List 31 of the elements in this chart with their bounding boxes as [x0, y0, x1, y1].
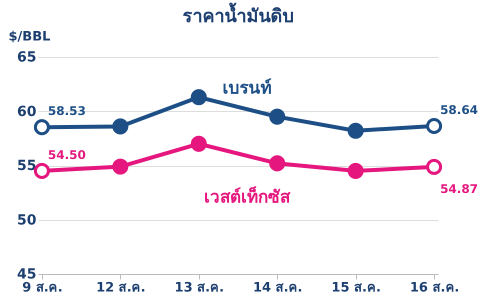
point — [190, 136, 207, 152]
point — [190, 89, 207, 106]
x-tick-label: 13 ส.ค. — [174, 280, 224, 296]
x-tick-label: 16 ส.ค. — [410, 280, 460, 296]
chart-title: ราคาน้ำมันดิบ — [182, 2, 294, 27]
x-tick-label: 12 ส.ค. — [96, 280, 146, 296]
y-tick-label: 65 — [17, 50, 36, 66]
point — [112, 158, 128, 175]
y-tick-label: 45 — [17, 266, 36, 282]
point — [34, 119, 50, 136]
data-label: 58.64 — [440, 103, 478, 118]
y-axis-title: $/BBL — [8, 30, 50, 44]
point — [426, 158, 442, 175]
point — [348, 122, 364, 139]
x-tick-label: 15 ส.ค. — [331, 280, 381, 296]
point — [269, 108, 286, 125]
point — [34, 162, 50, 179]
point — [426, 118, 442, 134]
data-label: 54.87 — [440, 182, 478, 196]
point — [112, 118, 128, 134]
data-label: 58.53 — [48, 104, 86, 118]
y-tick-label: 50 — [17, 212, 37, 228]
y-tick-label: 55 — [17, 158, 36, 174]
data-label: 54.50 — [48, 148, 86, 162]
x-tick-label: 14 ส.ค. — [252, 280, 302, 296]
series-label: เบรนท์ — [222, 78, 272, 99]
x-tick-label: 9 ส.ค. — [22, 280, 63, 296]
y-tick-label: 60 — [17, 104, 37, 120]
series-label: เวสต์เท็กซัส — [204, 184, 292, 208]
point — [269, 155, 286, 172]
point — [348, 162, 364, 179]
